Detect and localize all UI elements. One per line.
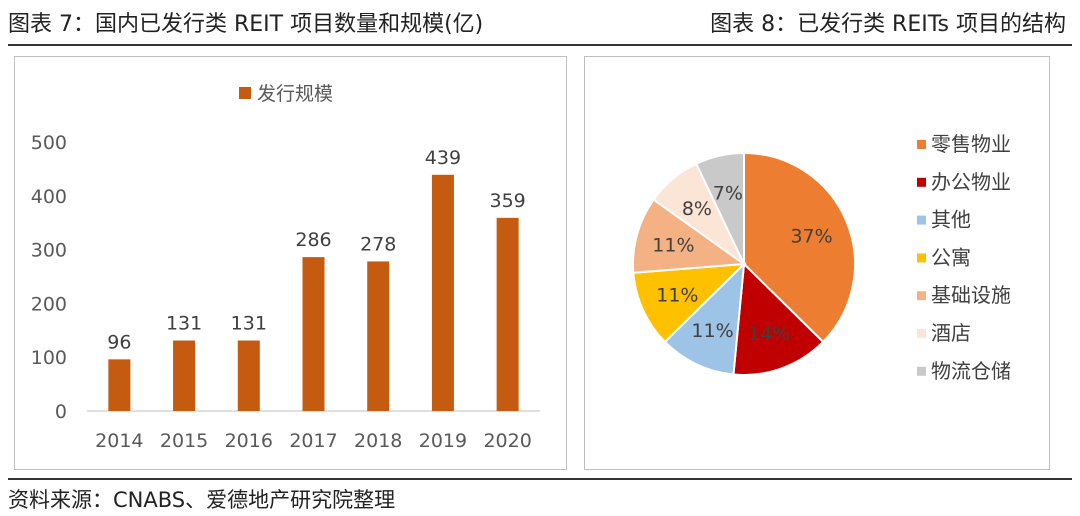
y-tick-label: 500 (31, 132, 67, 154)
bar-data-label: 96 (107, 331, 131, 353)
pie-slice-label: 11% (691, 320, 733, 342)
pie-legend-label: 基础设施 (931, 283, 1011, 307)
bar-data-label: 359 (490, 190, 526, 212)
pie-slice-label: 11% (652, 234, 694, 256)
pie-legend-label: 办公物业 (931, 170, 1011, 194)
source-note: 资料来源：CNABS、爱德地产研究院整理 (8, 488, 396, 512)
pie-legend-swatch (917, 329, 926, 338)
bar-data-label: 439 (425, 147, 461, 169)
bar-data-label: 131 (231, 313, 267, 335)
bar (431, 174, 454, 411)
bar (496, 217, 519, 411)
x-tick-label: 2019 (419, 430, 467, 452)
bar-chart: 发行规模 0 100 200 300 400 500 96 131 131 286 278 439 3… (31, 83, 540, 452)
pie-chart-panel: 37% 14% 11% 11% 11% 8% 7% 零售物业办公物业其他公寓基础设施酒店物流… (584, 56, 1050, 470)
pie-chart: 37% 14% 11% 11% 11% 8%7% 零售物业办公物业其他公寓基础设施酒店物流… (632, 132, 1011, 383)
pie-slice-label: 7% (713, 183, 743, 205)
header-rule (8, 44, 1072, 46)
bar-legend-swatch (239, 87, 251, 99)
pie-slice-label: 11% (656, 284, 698, 306)
pie-slice (743, 151, 856, 344)
pie-slices (632, 151, 856, 376)
x-tick-label: 2014 (95, 430, 143, 452)
x-tick-label: 2016 (225, 430, 273, 452)
y-tick-label: 0 (55, 401, 67, 423)
pie-slice-label: 14% (748, 323, 790, 345)
bar-data-label: 286 (295, 229, 331, 251)
pie-slice (663, 261, 746, 376)
bar (108, 359, 131, 411)
pie-legend-label: 公寓 (931, 245, 971, 269)
x-tick-label: 2020 (483, 430, 531, 452)
pie-legend-swatch (917, 366, 926, 376)
y-tick-label: 400 (31, 186, 67, 208)
x-tick-label: 2015 (160, 430, 208, 452)
pie-slice (632, 198, 747, 274)
pie-legend-swatch (917, 253, 926, 263)
pie-slice-labels: 37% 14% 11% 11% 11% 8%7% (652, 183, 832, 345)
pie-slice (732, 261, 825, 376)
pie-legend-label: 零售物业 (931, 132, 1011, 156)
bar-chart-panel: 发行规模 0 100 200 300 400 500 96 131 131 286 278 439 3… (14, 56, 567, 470)
pie-legend-swatch (917, 291, 926, 301)
x-axis-ticks: 2014 2015 2016 2017 2018 2019 2020 (95, 430, 532, 452)
bars (108, 174, 519, 411)
y-tick-label: 100 (31, 347, 67, 369)
bar (237, 340, 260, 411)
bar-data-labels: 96 131 131 286 278 439 359 (107, 147, 526, 354)
y-axis-ticks: 0 100 200 300 400 500 (31, 132, 67, 423)
pie-legend-swatch (917, 215, 926, 225)
pie-legend-swatch (917, 177, 926, 187)
bar-data-label: 278 (360, 233, 396, 255)
pie-slice (694, 151, 745, 265)
bar-data-label: 131 (166, 313, 202, 335)
bar (173, 340, 196, 411)
pie-slice-label: 8% (682, 198, 712, 220)
bar-legend-label: 发行规模 (257, 83, 333, 105)
x-tick-label: 2018 (354, 430, 402, 452)
pie-legend-label: 物流仓储 (931, 359, 1011, 383)
y-tick-label: 200 (31, 293, 67, 315)
bar (367, 261, 390, 411)
bar (302, 257, 325, 411)
footer-rule (8, 478, 1072, 480)
pie-legend-swatch (917, 140, 926, 149)
pie-slice-label: 37% (790, 226, 832, 248)
pie-slice (632, 262, 747, 344)
y-tick-label: 300 (31, 240, 67, 262)
right-figure-title: 图表 8：已发行类 REITs 项目的结构 (710, 12, 1066, 37)
pie-legend-label: 其他 (931, 208, 971, 232)
x-tick-label: 2017 (289, 430, 337, 452)
bar-legend: 发行规模 (239, 83, 333, 105)
left-figure-title: 图表 7：国内已发行类 REIT 项目数量和规模(亿) (8, 12, 484, 37)
pie-legend-label: 酒店 (931, 321, 971, 345)
